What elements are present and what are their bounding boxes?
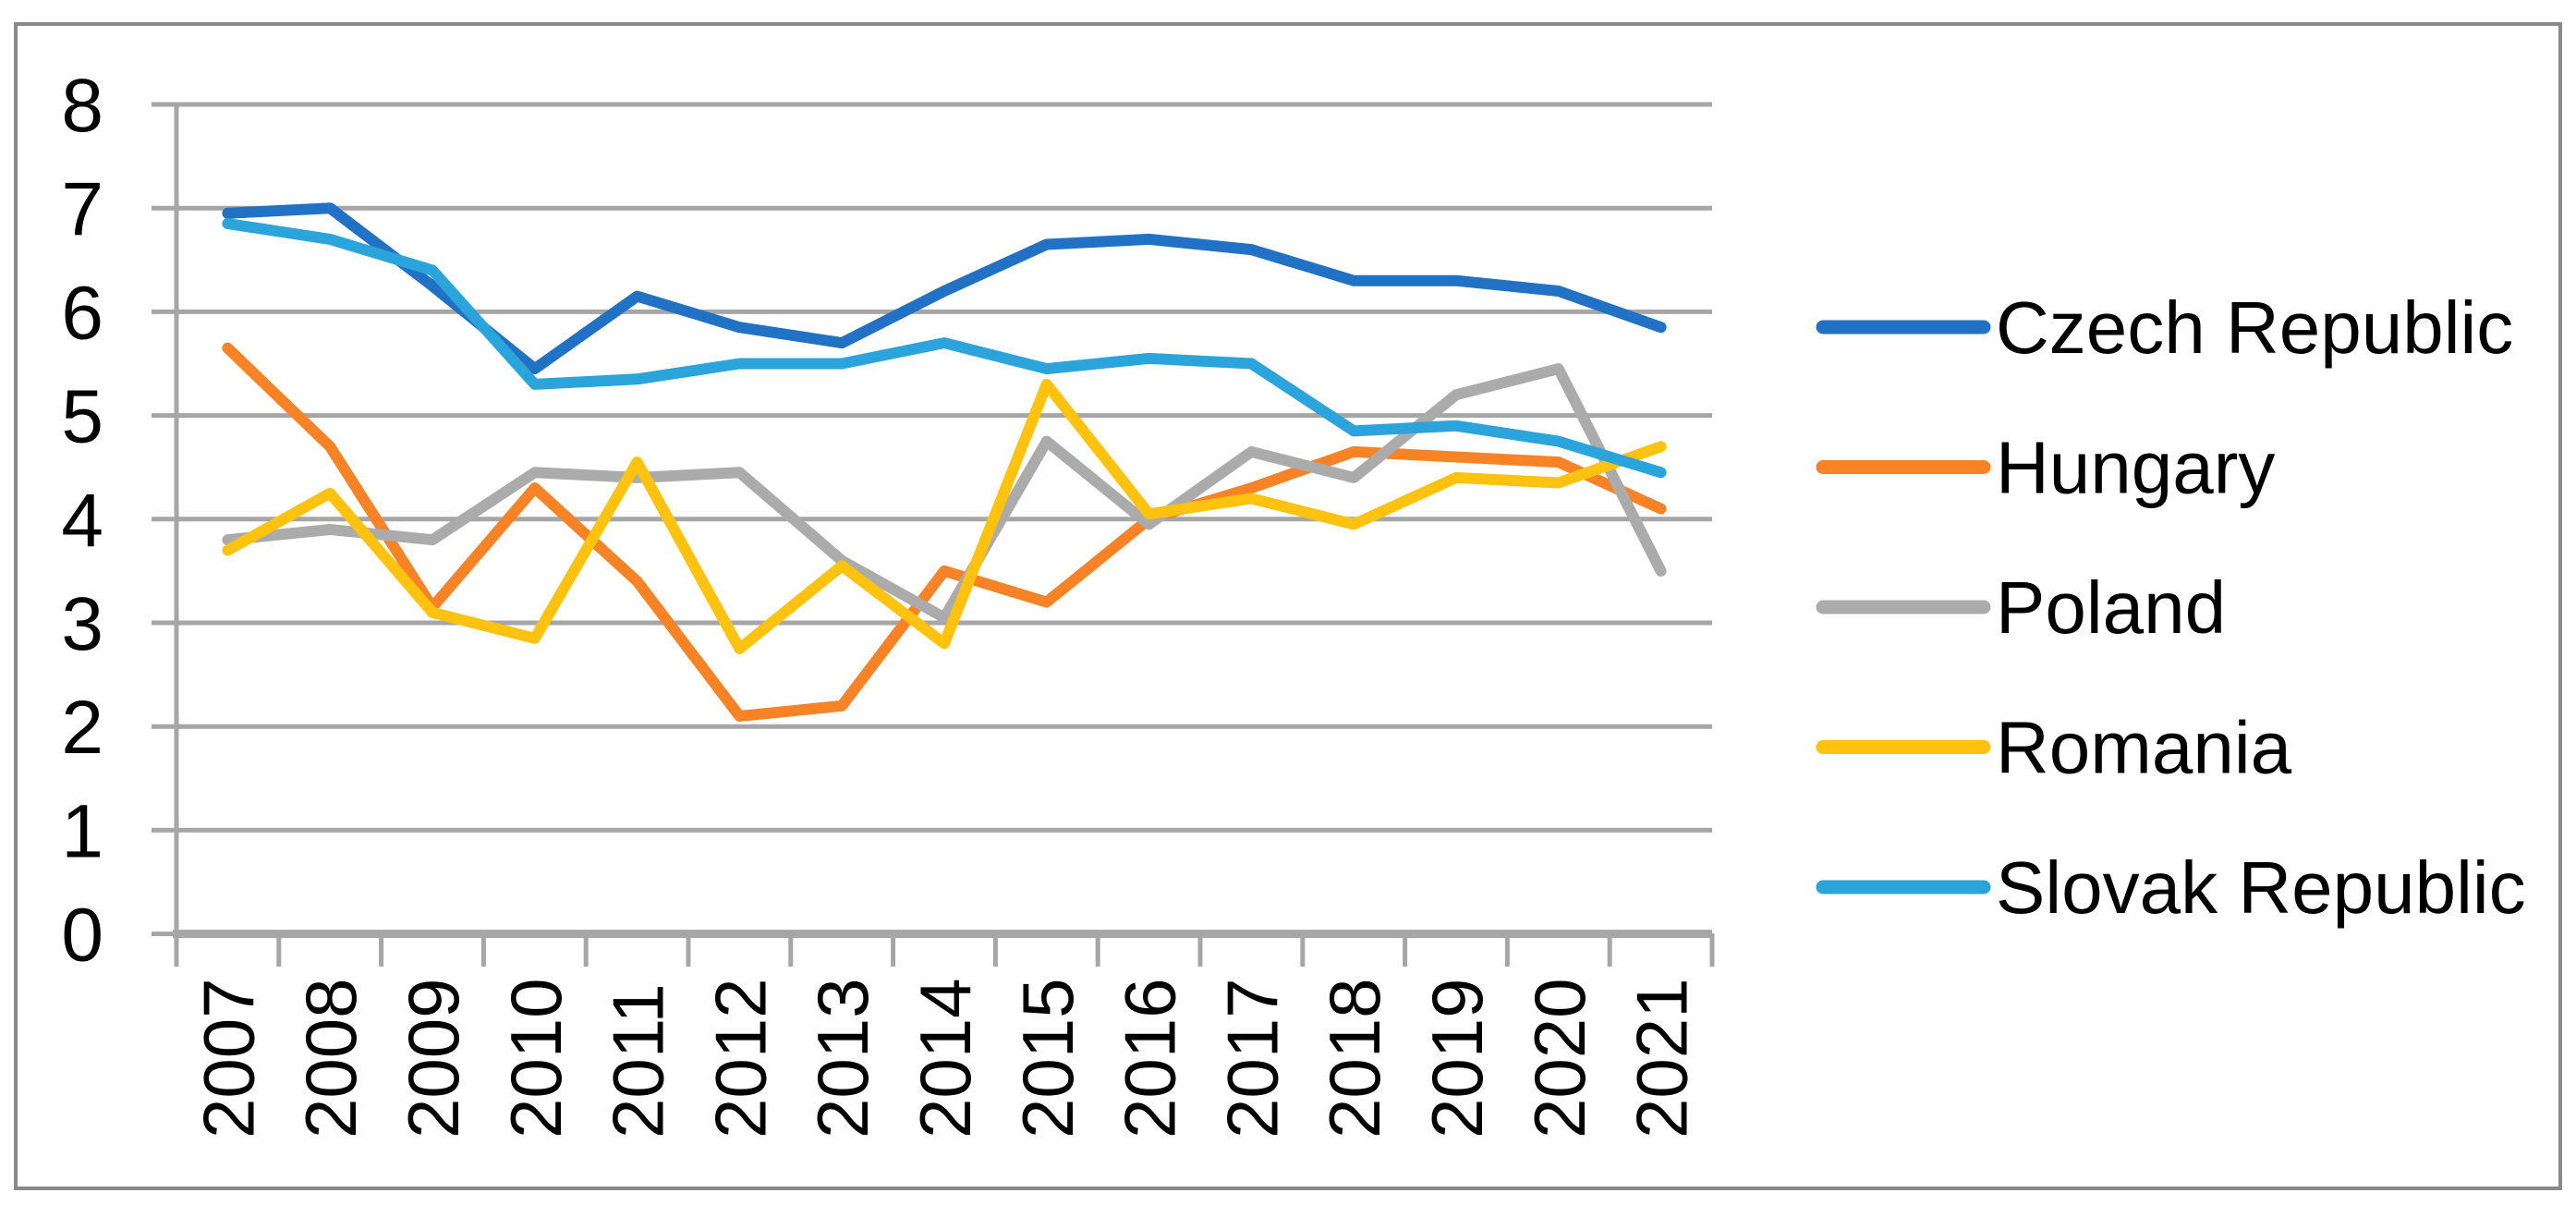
- series-line-hungary: [222, 342, 1667, 722]
- x-axis-label-year: 2018: [1314, 978, 1395, 1138]
- x-axis-label-year: 2014: [905, 978, 986, 1138]
- x-axis-label-year: 2020: [1519, 978, 1600, 1138]
- series-line-romania: [222, 378, 1667, 654]
- x-axis-label-year: 2021: [1622, 978, 1703, 1138]
- x-axis-label-year: 2015: [1007, 978, 1088, 1138]
- x-axis-label-year: 2010: [495, 978, 577, 1138]
- x-axis-label-year: 2011: [598, 983, 679, 1138]
- x-axis-label-year: 2017: [1211, 978, 1293, 1138]
- x-axis-label-year: 2012: [699, 978, 781, 1138]
- legend-item: Poland: [1816, 566, 2226, 649]
- y-axis-label: 5: [61, 375, 103, 459]
- x-axis-label-year: 2007: [188, 978, 269, 1138]
- x-axis-label-year: 2016: [1110, 978, 1191, 1138]
- y-axis-label: 8: [61, 64, 103, 148]
- legend-label: Poland: [1996, 566, 2226, 649]
- legend-item: Slovak Republic: [1816, 846, 2526, 929]
- y-axis-label: 6: [61, 271, 103, 355]
- legend-item: Czech Republic: [1816, 286, 2513, 369]
- legend-item: Hungary: [1816, 427, 2275, 509]
- series-line-poland: [222, 363, 1667, 624]
- legend-label: Czech Republic: [1996, 286, 2513, 369]
- legend-item: Romania: [1816, 707, 2292, 789]
- y-axis-label: 7: [61, 167, 103, 251]
- y-axis-label: 4: [61, 479, 103, 563]
- x-axis-label-year: 2019: [1416, 978, 1498, 1138]
- legend-label: Romania: [1996, 707, 2292, 789]
- x-axis-label-year: 2009: [393, 978, 474, 1138]
- x-axis-label-year: 2013: [802, 978, 883, 1138]
- series-line-slovak-republic: [222, 218, 1667, 479]
- legend-label: Hungary: [1996, 427, 2275, 509]
- x-axis-label-year: 2008: [290, 978, 371, 1138]
- y-axis-label: 0: [61, 894, 103, 978]
- y-axis-label: 3: [61, 582, 103, 666]
- y-axis-label: 1: [61, 789, 103, 873]
- figure-border: [14, 22, 2562, 1190]
- legend-label: Slovak Republic: [1996, 846, 2526, 929]
- y-axis-label: 2: [61, 686, 103, 770]
